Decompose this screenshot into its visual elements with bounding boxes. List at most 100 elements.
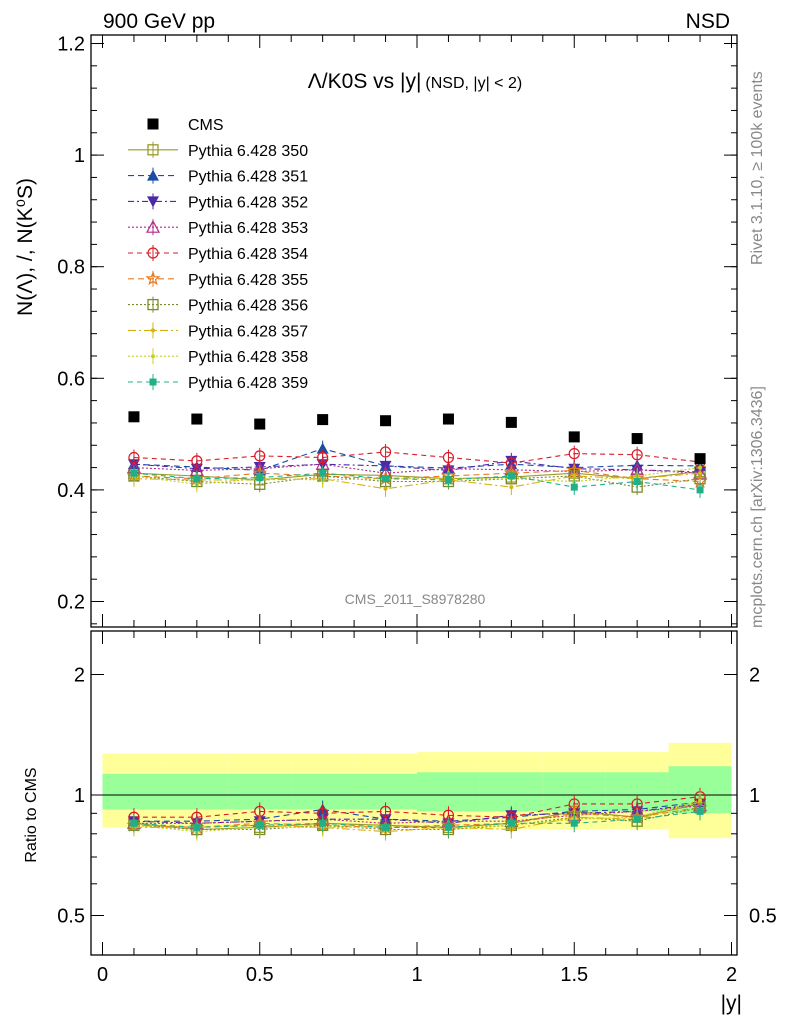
data-point-cms <box>694 453 706 465</box>
legend: CMS Pythia 6.428 350 Pythia 6.428 351 Pythi… <box>128 117 308 392</box>
legend-label: Pythia 6.428 351 <box>188 169 308 186</box>
series-group <box>128 467 706 496</box>
data-point <box>317 451 329 464</box>
legend-label: Pythia 6.428 353 <box>188 220 308 237</box>
legend-marker <box>147 144 159 156</box>
ratio-point <box>130 819 138 827</box>
legend-marker <box>151 328 155 333</box>
data-point-cms <box>442 413 454 425</box>
data-point <box>444 476 452 484</box>
legend-label: Pythia 6.428 352 <box>188 194 308 211</box>
ratio-point <box>379 805 392 817</box>
main-panel: 0.2 0.4 0.6 0.8 1 1.2 <box>57 34 738 628</box>
ratio-series-line <box>133 796 701 818</box>
ratio-y-tick-label: 2 <box>749 665 760 687</box>
data-point <box>379 446 392 458</box>
ratio-band-inner <box>479 772 543 812</box>
ratio-series-line <box>133 807 701 831</box>
y-tick-label: 0.8 <box>57 257 85 279</box>
x-tick-label: 1 <box>411 964 422 986</box>
legend-marker <box>147 196 159 208</box>
data-point <box>319 469 327 477</box>
series-group <box>128 443 706 472</box>
data-point-cms <box>317 414 329 426</box>
legend-marker <box>147 169 159 181</box>
series-line <box>133 469 701 483</box>
x-tick-label: 1.5 <box>560 964 588 986</box>
ratio-point <box>444 823 452 831</box>
ratio-point <box>319 819 327 827</box>
header-left: 900 GeV pp <box>103 10 215 33</box>
series-line <box>133 448 701 471</box>
series-line <box>133 463 701 474</box>
chart-title: Λ/K0S vs |y| (NSD, |y| < 2) <box>308 70 522 93</box>
legend-marker <box>147 247 159 259</box>
y-axis-label-ratio: Ratio to CMS <box>23 767 40 862</box>
legend-label: Pythia 6.428 359 <box>188 375 308 392</box>
legend-marker <box>151 354 155 359</box>
data-point <box>382 475 390 483</box>
y-tick-label: 0.6 <box>57 368 85 390</box>
data-point <box>633 478 641 486</box>
rivet-label: Rivet 3.1.10, ≥ 100k events <box>749 71 766 265</box>
ratio-band-inner <box>417 772 480 812</box>
data-point <box>570 483 578 491</box>
main-frame <box>90 34 738 628</box>
data-point-cms <box>128 411 140 423</box>
legend-label: Pythia 6.428 358 <box>188 349 308 366</box>
legend-label: Pythia 6.428 357 <box>188 323 308 340</box>
series-group <box>127 440 707 479</box>
data-point <box>193 475 201 483</box>
data-point <box>442 451 455 464</box>
data-point <box>191 455 203 467</box>
data-point <box>698 465 703 470</box>
legend-marker <box>147 118 159 130</box>
ratio-point <box>698 798 703 803</box>
series-line <box>133 460 701 473</box>
legend-marker <box>147 298 159 311</box>
legend-marker <box>145 270 161 286</box>
data-point <box>696 486 704 494</box>
legend-label: Pythia 6.428 355 <box>188 272 308 289</box>
y-tick-label: 0.4 <box>57 480 85 502</box>
x-tick-label: 0.5 <box>246 964 274 986</box>
series-group-cms <box>128 411 706 465</box>
data-point-cms <box>191 413 203 425</box>
x-axis-label: |y| <box>721 992 742 1015</box>
header-right: NSD <box>686 10 730 33</box>
series-line <box>133 472 701 491</box>
ratio-frame <box>90 630 738 956</box>
data-point-cms <box>254 418 266 430</box>
data-point <box>316 442 329 454</box>
legend-label: CMS <box>188 117 224 134</box>
ratio-y-tick-label: 2 <box>74 665 85 687</box>
legend-marker <box>149 378 157 386</box>
series-line <box>133 475 701 488</box>
data-point-cms <box>631 433 643 445</box>
data-point <box>568 448 580 460</box>
ratio-series-line <box>133 801 701 822</box>
x-tick-label: 2 <box>726 964 737 986</box>
ratio-point <box>696 807 704 815</box>
ratio-series-line <box>133 810 701 828</box>
ratio-point <box>633 815 641 823</box>
ratio-band-inner <box>102 773 166 810</box>
ratio-point <box>382 823 390 831</box>
ratio-point <box>256 821 264 829</box>
data-point <box>254 450 266 462</box>
ratio-series-line <box>133 803 701 824</box>
ratio-y-tick-label: 1 <box>749 785 760 807</box>
ratio-series-group <box>130 802 704 837</box>
watermark: CMS_2011_S8978280 <box>345 591 486 607</box>
ratio-series-line <box>133 805 701 824</box>
data-point <box>631 449 643 461</box>
data-point <box>383 486 388 491</box>
ratio-point <box>570 819 578 827</box>
data-point-cms <box>505 416 517 428</box>
data-point-cms <box>568 431 580 443</box>
ratio-series-line <box>133 799 701 833</box>
data-point-cms <box>380 415 392 427</box>
ratio-y-tick-label: 1 <box>74 785 85 807</box>
ratio-y-tick-label: 0.5 <box>57 906 85 928</box>
